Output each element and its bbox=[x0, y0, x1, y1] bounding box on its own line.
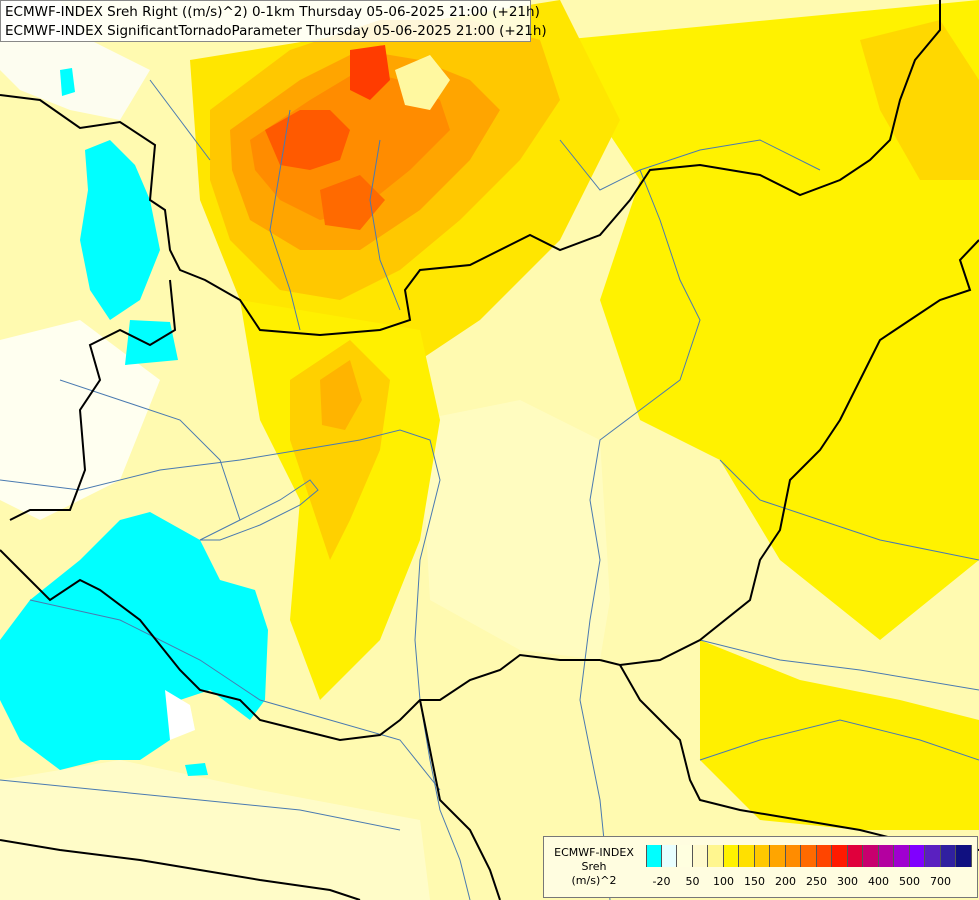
field-yellow-hole bbox=[395, 55, 450, 110]
legend-swatch bbox=[754, 845, 770, 867]
legend-tick-label: 400 bbox=[868, 875, 889, 888]
legend-swatch bbox=[646, 845, 662, 867]
legend-swatch bbox=[692, 845, 708, 867]
legend-tick-label: -20 bbox=[652, 875, 671, 888]
lake-balaton bbox=[199, 479, 319, 541]
legend-ticks: -20 50 100 150 200 250 300 400 500 700 bbox=[646, 875, 976, 891]
river-vah bbox=[269, 109, 301, 331]
field-pale-center bbox=[420, 400, 610, 660]
legend-tick-label: 700 bbox=[930, 875, 951, 888]
legend-tick-label: 100 bbox=[713, 875, 734, 888]
title-line-1: ECMWF-INDEX Sreh Right ((m/s)^2) 0-1km T… bbox=[5, 4, 540, 20]
legend-swatch bbox=[723, 845, 739, 867]
river-tisza bbox=[579, 169, 701, 900]
river-west-1 bbox=[59, 379, 241, 521]
legend-swatch bbox=[770, 845, 786, 867]
field-red-core bbox=[265, 110, 350, 170]
legend-swatch bbox=[801, 845, 817, 867]
map-title: ECMWF-INDEX Sreh Right ((m/s)^2) 0-1km T… bbox=[0, 0, 547, 42]
border-austria-hungary bbox=[9, 279, 177, 521]
legend-swatch bbox=[847, 845, 863, 867]
field-red-core-3 bbox=[320, 175, 385, 230]
rivers bbox=[0, 79, 979, 900]
legend-swatch bbox=[739, 845, 755, 867]
field-cyan-west-small bbox=[125, 320, 178, 365]
legend-swatch bbox=[909, 845, 925, 867]
legend-swatch bbox=[661, 845, 677, 867]
river-north-east bbox=[559, 139, 821, 191]
field-cyan-west bbox=[80, 140, 160, 320]
legend-swatch bbox=[925, 845, 941, 867]
field-orange-inner bbox=[250, 70, 450, 220]
legend-tick-label: 250 bbox=[806, 875, 827, 888]
river-drava bbox=[29, 599, 441, 791]
border-serbia-croatia bbox=[419, 699, 501, 900]
legend-swatch bbox=[785, 845, 801, 867]
field-cyan-speck-2 bbox=[185, 763, 208, 776]
legend-variable: Sreh bbox=[581, 860, 607, 873]
field-red-core-2 bbox=[350, 45, 390, 100]
field-cyan-nw-speck bbox=[60, 68, 75, 96]
field-cyan-southwest bbox=[0, 512, 268, 770]
legend-swatch bbox=[863, 845, 879, 867]
legend-swatch bbox=[940, 845, 956, 867]
legend-tick-label: 50 bbox=[685, 875, 700, 888]
legend-colorbar bbox=[646, 845, 972, 867]
river-east-1 bbox=[719, 459, 979, 561]
border-east bbox=[599, 239, 979, 667]
river-east-2 bbox=[699, 639, 979, 691]
legend-swatch bbox=[878, 845, 894, 867]
river-north-1 bbox=[149, 79, 211, 161]
border-romania-serbia bbox=[619, 664, 979, 851]
field-yellow-east bbox=[560, 0, 979, 640]
field-orange-central-core bbox=[320, 360, 362, 430]
legend-tick-label: 200 bbox=[775, 875, 796, 888]
border-southwest bbox=[0, 839, 361, 900]
legend-swatch bbox=[677, 845, 693, 867]
color-legend: ECMWF-INDEX Sreh (m/s)^2 -20 50 100 150 200 2… bbox=[543, 836, 978, 898]
river-sava bbox=[0, 779, 401, 831]
field-white-sw-pocket bbox=[165, 690, 195, 740]
legend-swatch bbox=[832, 845, 848, 867]
legend-tick-label: 150 bbox=[744, 875, 765, 888]
legend-swatch bbox=[708, 845, 724, 867]
river-south-1 bbox=[699, 719, 979, 761]
legend-unit: (m/s)^2 bbox=[571, 874, 617, 887]
field-orange-central-tongue bbox=[290, 340, 390, 560]
legend-swatch bbox=[894, 845, 910, 867]
field-pale-southwest bbox=[0, 760, 430, 900]
legend-tick-label: 300 bbox=[837, 875, 858, 888]
river-hron bbox=[369, 139, 401, 311]
legend-caption: ECMWF-INDEX Sreh (m/s)^2 bbox=[548, 846, 640, 888]
field-orange-ne bbox=[860, 20, 979, 180]
legend-swatch bbox=[816, 845, 832, 867]
border-south bbox=[0, 549, 600, 742]
border-north bbox=[0, 0, 941, 337]
legend-model: ECMWF-INDEX bbox=[554, 846, 634, 859]
field-yellow-southeast bbox=[700, 640, 979, 830]
legend-tick-label: 500 bbox=[899, 875, 920, 888]
title-line-2: ECMWF-INDEX SignificantTornadoParameter … bbox=[5, 23, 547, 39]
legend-swatch bbox=[956, 845, 972, 867]
river-danube bbox=[0, 429, 471, 900]
